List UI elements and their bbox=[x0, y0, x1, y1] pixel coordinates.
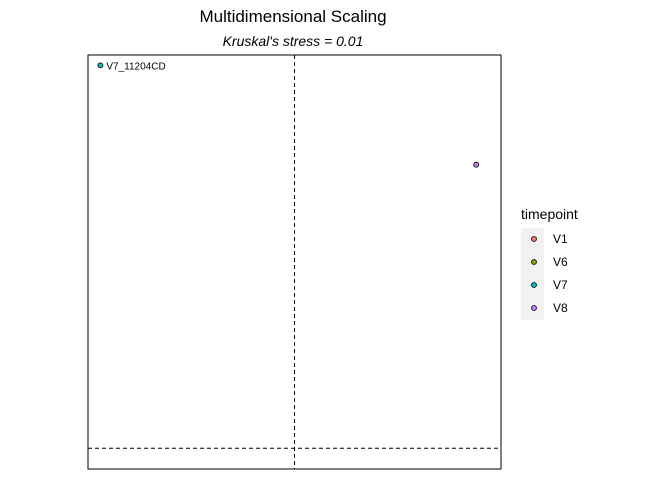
legend-key-v7 bbox=[531, 282, 537, 288]
legend-key-v1 bbox=[531, 236, 537, 242]
legend-title: timepoint bbox=[521, 206, 578, 222]
chart-title: Multidimensional Scaling bbox=[199, 7, 386, 26]
data-point-v7-0 bbox=[97, 62, 104, 69]
chart-subtitle: Kruskal's stress = 0.01 bbox=[223, 33, 364, 49]
points-layer: V7_11204CD bbox=[97, 61, 480, 168]
legend-key-v6 bbox=[531, 259, 537, 265]
data-point-v8-1 bbox=[473, 161, 480, 168]
legend-label-v8: V8 bbox=[553, 301, 568, 315]
legend-label-v6: V6 bbox=[553, 255, 568, 269]
point-label: V7_11204CD bbox=[106, 61, 165, 72]
legend-label-v1: V1 bbox=[553, 232, 568, 246]
legend-label-v7: V7 bbox=[553, 278, 568, 292]
legend-key-background bbox=[521, 228, 544, 320]
legend-entries: V1 V6 V7 V8 bbox=[531, 232, 568, 315]
legend-key-v8 bbox=[531, 305, 537, 311]
legend: timepoint V1 V6 V7 V8 bbox=[521, 206, 578, 320]
